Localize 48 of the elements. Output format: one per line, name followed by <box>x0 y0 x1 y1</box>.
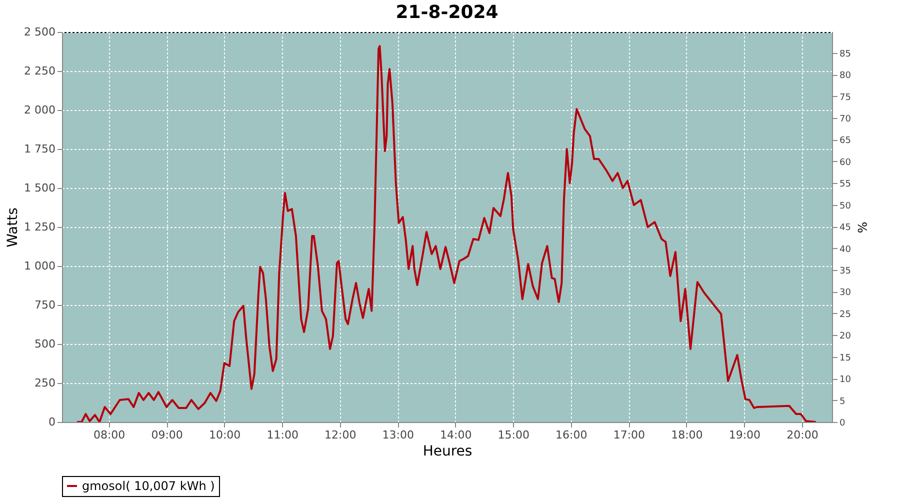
y2-tick-label: 35 <box>840 266 851 276</box>
x-tick-label: 10:00 <box>208 428 241 442</box>
y2-tick-label: 40 <box>840 244 852 255</box>
x-tick-label: 08:00 <box>93 428 126 442</box>
y2-tick-label: 20 <box>840 332 852 342</box>
x-tick-label: 14:00 <box>440 428 472 442</box>
y2-axis-title: % <box>854 222 869 234</box>
y2-tick-label: 70 <box>840 114 852 124</box>
y2-tick-label: 45 <box>840 223 851 234</box>
y-tick-label: 0 <box>48 416 56 428</box>
x-tick-label: 15:00 <box>498 428 530 442</box>
x-tick-label: 13:00 <box>382 428 414 442</box>
y2-tick-label: 30 <box>840 288 852 298</box>
y2-tick-label: 75 <box>840 92 851 103</box>
y-tick-label: 250 <box>34 376 56 390</box>
y2-tick-label: 80 <box>840 71 852 82</box>
y-axis-title: Watts <box>5 208 22 248</box>
y-tick-label: 1 250 <box>24 220 56 234</box>
y-tick-label: 1 750 <box>24 142 56 156</box>
x-tick-label: 17:00 <box>613 428 646 442</box>
chart-title: 21-8-2024 <box>396 2 498 23</box>
y2-tick-label: 0 <box>840 418 846 428</box>
x-tick-label: 09:00 <box>151 428 183 442</box>
y-tick-label: 2 500 <box>24 26 56 38</box>
x-tick-label: 19:00 <box>728 428 761 442</box>
y-tick-label: 1 500 <box>24 182 56 194</box>
y-tick-label: 750 <box>34 298 56 312</box>
x-tick-label: 11:00 <box>266 428 298 442</box>
x-tick-label: 16:00 <box>556 428 588 442</box>
x-tick-label: 20:00 <box>786 428 818 442</box>
y-tick-label: 2 000 <box>24 104 56 116</box>
x-tick-label: 18:00 <box>671 428 703 442</box>
y2-tick-label: 55 <box>840 180 851 190</box>
x-axis-title: Heures <box>422 444 472 460</box>
line-series <box>76 45 817 422</box>
y-tick-label: 500 <box>34 338 56 350</box>
y2-tick-label: 10 <box>840 375 852 386</box>
y2-tick-label: 15 <box>840 353 851 364</box>
y-tick-label: 1 000 <box>24 260 56 272</box>
y2-tick-label: 60 <box>840 158 852 168</box>
y2-tick-label: 50 <box>840 201 852 212</box>
y-tick-label: 2 250 <box>24 64 56 78</box>
y2-tick-label: 85 <box>840 49 851 60</box>
legend-label: gmosol( 10,007 kWh ) <box>82 479 215 493</box>
y2-tick-label: 65 <box>840 136 851 146</box>
x-tick-label: 12:00 <box>324 428 356 442</box>
y2-tick-label: 5 <box>840 396 846 407</box>
y2-tick-label: 25 <box>840 310 851 320</box>
